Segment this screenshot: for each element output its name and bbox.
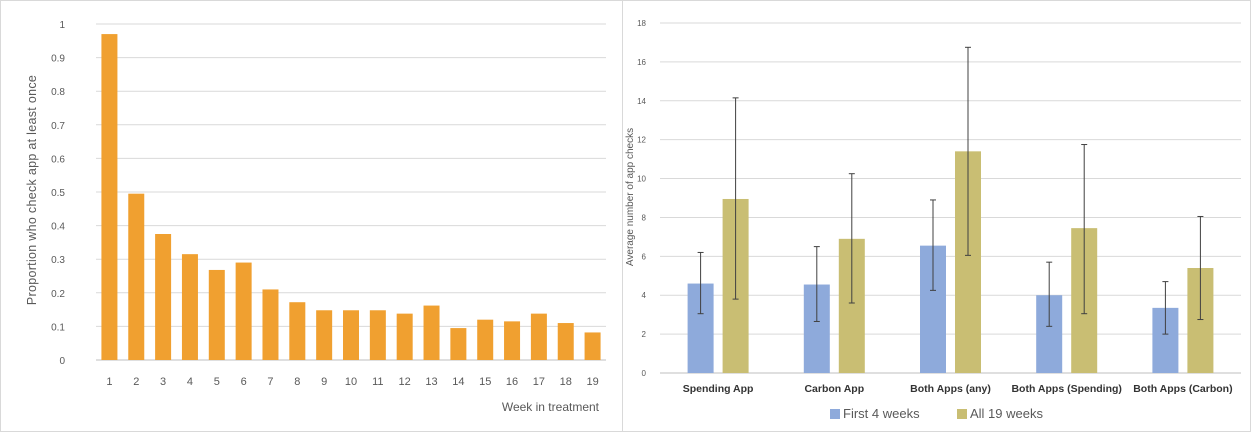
x-tick-label: 3 <box>160 376 166 388</box>
bar-week-2 <box>128 193 145 360</box>
bar-week-13 <box>423 305 440 360</box>
x-tick-label: 15 <box>479 376 491 388</box>
y-tick-label: 16 <box>637 58 646 67</box>
y-tick-label: 2 <box>642 330 647 339</box>
legend-label-first-4-weeks: First 4 weeks <box>843 406 920 421</box>
y-tick-label: 8 <box>642 213 647 222</box>
x-tick-label: 9 <box>321 376 327 388</box>
x-tick-label: 5 <box>214 376 220 388</box>
y-tick-label: 0.9 <box>51 54 65 65</box>
y-tick-label: 1 <box>59 20 65 31</box>
bar-week-7 <box>262 289 279 360</box>
bar-week-3 <box>155 234 172 360</box>
y-tick-label: 0.7 <box>51 121 65 132</box>
y-tick-label: 4 <box>642 291 647 300</box>
x-tick-label: 4 <box>187 376 193 388</box>
legend-swatch-first-4-weeks <box>830 409 840 419</box>
bar-week-18 <box>557 323 574 360</box>
y-tick-label: 0.3 <box>51 255 65 266</box>
x-tick-label: 6 <box>241 376 247 388</box>
y-tick-label: 0 <box>59 356 65 367</box>
y-tick-label: 10 <box>637 175 646 184</box>
bar-week-16 <box>504 321 521 360</box>
bar-week-14 <box>450 328 467 360</box>
bar-week-1 <box>101 34 118 361</box>
x-tick-label: 17 <box>533 376 545 388</box>
x-tick-label: 8 <box>294 376 300 388</box>
x-tick-label: 12 <box>399 376 411 388</box>
bar-week-6 <box>235 262 252 360</box>
bar-week-4 <box>181 254 198 360</box>
x-category-label: Carbon App <box>804 383 864 395</box>
x-tick-label: 2 <box>133 376 139 388</box>
bar-week-15 <box>477 319 494 360</box>
x-axis-label: Week in treatment <box>502 400 600 414</box>
bar-week-12 <box>396 313 413 360</box>
y-tick-label: 0.5 <box>51 188 65 199</box>
x-category-label: Spending App <box>683 383 754 395</box>
y-axis-label: Proportion who check app at least once <box>25 75 39 305</box>
legend-swatch-all-19-weeks <box>957 409 967 419</box>
y-tick-label: 0.2 <box>51 289 65 300</box>
bar-week-17 <box>530 313 547 360</box>
legend-label-all-19-weeks: All 19 weeks <box>970 406 1043 421</box>
x-tick-label: 18 <box>560 376 572 388</box>
x-tick-label: 16 <box>506 376 518 388</box>
bar-week-19 <box>584 332 601 360</box>
x-category-label: Both Apps (Carbon) <box>1133 383 1232 395</box>
y-tick-label: 0.6 <box>51 154 65 165</box>
y-tick-label: 0.4 <box>51 222 65 233</box>
y-tick-label: 14 <box>637 97 646 106</box>
y-tick-label: 18 <box>637 19 646 28</box>
bar-week-10 <box>343 310 359 360</box>
bar-week-8 <box>289 302 306 360</box>
x-category-label: Both Apps (any) <box>910 383 991 395</box>
y-tick-label: 6 <box>642 252 647 261</box>
bar-week-11 <box>369 310 386 360</box>
x-tick-label: 10 <box>345 376 357 388</box>
average-app-checks-chart: 0 2 4 6 8 10 12 14 16 18 Spending App Carbon App Bo… <box>625 19 1241 421</box>
x-category-label: Both Apps (Spending) <box>1011 383 1121 395</box>
x-tick-label: 7 <box>267 376 273 388</box>
x-tick-label: 1 <box>106 376 112 388</box>
x-tick-label: 13 <box>425 376 437 388</box>
x-tick-label: 14 <box>452 376 464 388</box>
legend: First 4 weeks All 19 weeks <box>830 406 1043 421</box>
y-tick-label: 0.8 <box>51 87 65 98</box>
y-tick-label: 0 <box>642 369 647 378</box>
x-tick-label: 19 <box>586 376 598 388</box>
y-tick-label: 0.1 <box>51 322 65 333</box>
bar-week-9 <box>316 310 333 360</box>
y-tick-label: 12 <box>637 136 646 145</box>
chart-right-panel: 0 2 4 6 8 10 12 14 16 18 Spending App Carbon App Bo… <box>623 0 1251 432</box>
y-axis-label: Average number of app checks <box>625 128 636 266</box>
bar-week-5 <box>208 269 225 360</box>
x-tick-label: 11 <box>372 376 383 388</box>
